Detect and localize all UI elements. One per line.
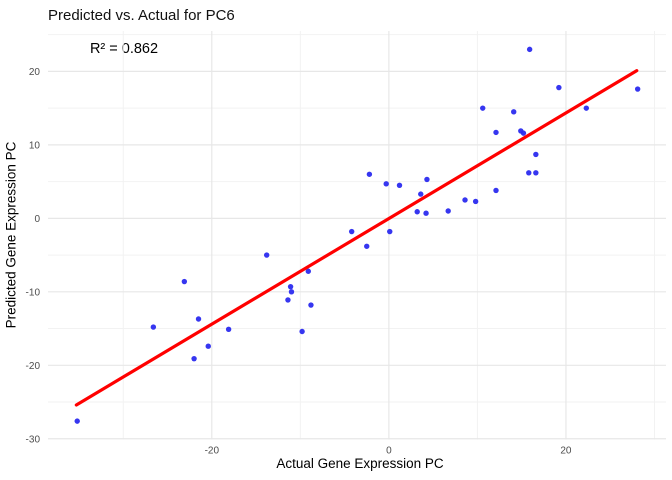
data-point bbox=[364, 243, 370, 249]
y-tick-label: -30 bbox=[26, 434, 41, 445]
data-point bbox=[205, 343, 211, 349]
data-point bbox=[533, 170, 539, 176]
y-tick-label: 0 bbox=[34, 214, 40, 225]
data-point bbox=[288, 289, 295, 295]
x-tick-label: -20 bbox=[205, 446, 220, 457]
data-point bbox=[445, 208, 451, 214]
data-point bbox=[556, 84, 562, 91]
data-point bbox=[424, 176, 430, 183]
data-point bbox=[414, 209, 420, 215]
y-tick-label: 10 bbox=[29, 140, 41, 151]
plot-title: Predicted vs. Actual for PC6 bbox=[48, 7, 235, 24]
x-tick-label: 20 bbox=[560, 446, 572, 457]
data-point bbox=[308, 302, 314, 308]
y-tick-label: -10 bbox=[26, 287, 41, 298]
data-point bbox=[150, 324, 157, 330]
data-point bbox=[520, 130, 527, 136]
data-point bbox=[493, 187, 499, 194]
data-point bbox=[195, 316, 202, 322]
data-point bbox=[526, 170, 532, 176]
data-point bbox=[493, 129, 499, 136]
x-tick-label: 0 bbox=[386, 446, 392, 457]
data-point bbox=[383, 181, 389, 187]
data-point bbox=[396, 182, 403, 188]
regression-line bbox=[74, 69, 639, 407]
data-point bbox=[472, 198, 479, 205]
data-point bbox=[285, 297, 291, 303]
data-point bbox=[299, 328, 305, 335]
r-squared-annotation: R² = 0.862 bbox=[89, 41, 159, 57]
data-point bbox=[634, 86, 641, 92]
data-point bbox=[423, 210, 429, 216]
data-point bbox=[511, 109, 517, 115]
data-point bbox=[533, 151, 539, 158]
data-point bbox=[305, 268, 312, 274]
data-point bbox=[191, 355, 197, 362]
data-point bbox=[225, 326, 232, 332]
data-point bbox=[74, 418, 80, 424]
data-point bbox=[462, 197, 468, 203]
data-point bbox=[287, 283, 294, 290]
data-point bbox=[418, 191, 424, 197]
y-tick-label: -20 bbox=[26, 361, 41, 372]
y-tick-label: 20 bbox=[29, 67, 41, 78]
data-point bbox=[480, 105, 486, 111]
data-point bbox=[583, 105, 590, 111]
data-point bbox=[181, 278, 188, 285]
data-point bbox=[526, 46, 533, 53]
data-point bbox=[366, 171, 373, 177]
x-axis-title: Actual Gene Expression PC bbox=[276, 456, 444, 471]
data-point bbox=[387, 228, 393, 235]
data-point bbox=[348, 228, 355, 235]
data-point bbox=[263, 252, 270, 258]
